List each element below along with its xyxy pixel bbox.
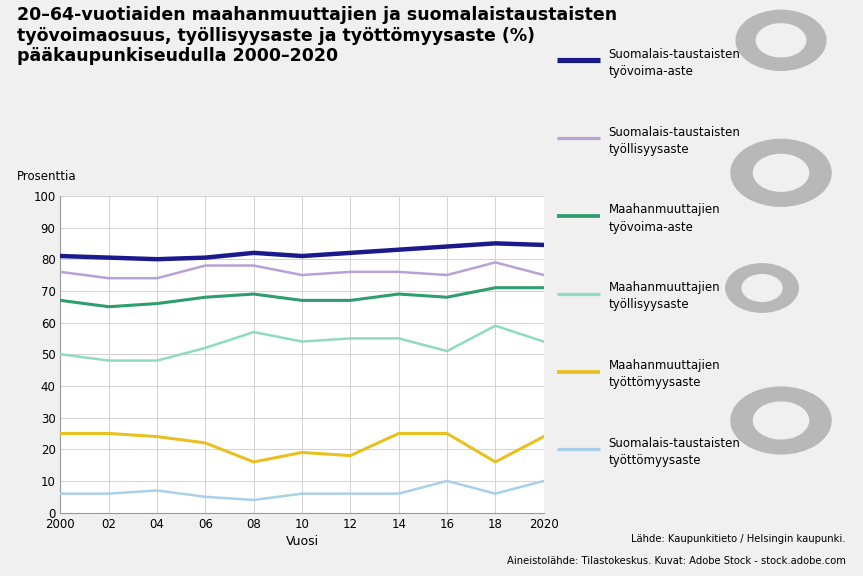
Text: työvoima-aste: työvoima-aste [608, 221, 693, 234]
Text: Maahanmuuttajien: Maahanmuuttajien [608, 281, 720, 294]
Text: Lähde: Kaupunkitieto / Helsingin kaupunki.: Lähde: Kaupunkitieto / Helsingin kaupunk… [631, 535, 846, 544]
Text: Suomalais­taustaisten: Suomalais­taustaisten [608, 48, 740, 61]
X-axis label: Vuosi: Vuosi [286, 535, 318, 548]
Text: Suomalais­taustaisten: Suomalais­taustaisten [608, 437, 740, 450]
Text: Prosenttia: Prosenttia [17, 170, 77, 183]
Text: työvoima-aste: työvoima-aste [608, 65, 693, 78]
Text: Suomalais­taustaisten: Suomalais­taustaisten [608, 126, 740, 139]
Text: työttömyysaste: työttömyysaste [608, 454, 701, 467]
Text: Maahanmuuttajien: Maahanmuuttajien [608, 359, 720, 372]
Text: työllisyysaste: työllisyysaste [608, 143, 689, 156]
Text: työttömyysaste: työttömyysaste [608, 376, 701, 389]
Text: Maahanmuuttajien: Maahanmuuttajien [608, 203, 720, 217]
Text: 20–64-vuotiaiden maahanmuuttajien ja suomalaistaustaisten
työvoimaosuus, työllis: 20–64-vuotiaiden maahanmuuttajien ja suo… [17, 6, 617, 65]
Text: Aineistolähde: Tilastokeskus. Kuvat: Adobe Stock - stock.adobe.com: Aineistolähde: Tilastokeskus. Kuvat: Ado… [507, 556, 846, 566]
Text: työllisyysaste: työllisyysaste [608, 298, 689, 312]
